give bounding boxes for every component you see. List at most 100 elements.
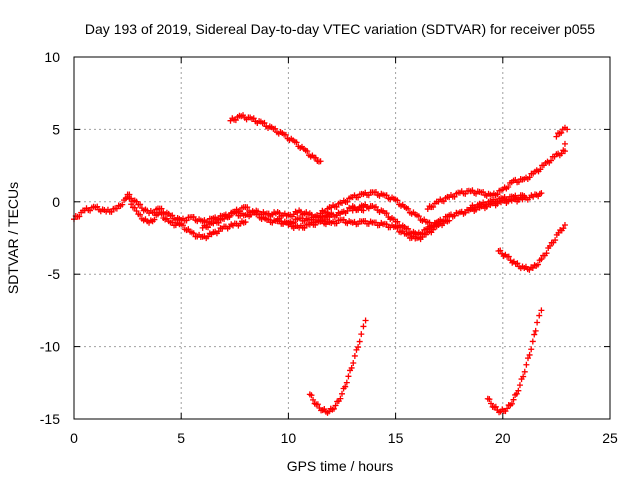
data-point xyxy=(358,331,365,338)
data-point xyxy=(446,217,453,224)
data-point xyxy=(383,192,390,199)
data-point xyxy=(394,218,401,225)
data-point xyxy=(332,402,339,409)
data-point xyxy=(255,211,262,218)
data-point xyxy=(561,221,568,228)
data-point xyxy=(510,396,517,403)
y-tick-label: 10 xyxy=(44,49,60,65)
data-marks xyxy=(71,112,571,416)
data-point xyxy=(272,125,279,132)
grid-lines xyxy=(74,57,610,419)
axis-ticks: 0 5 10 15 20 25 -15 -10 -5 0 5 10 xyxy=(40,49,618,446)
y-tick-label: 5 xyxy=(52,121,60,137)
x-tick-label: 10 xyxy=(281,430,297,446)
x-axis-label: GPS time / hours xyxy=(287,458,394,474)
data-point xyxy=(333,220,340,227)
data-point xyxy=(94,203,101,210)
data-point xyxy=(108,208,115,215)
data-point xyxy=(344,207,351,214)
data-point xyxy=(355,206,362,213)
x-tick-label: 0 xyxy=(70,430,78,446)
data-point xyxy=(536,312,543,319)
data-point xyxy=(526,174,533,181)
data-point xyxy=(558,129,565,136)
data-point xyxy=(360,323,367,330)
data-point xyxy=(190,213,197,220)
data-point xyxy=(504,405,511,412)
data-point xyxy=(119,201,126,208)
series-arc-8 xyxy=(467,192,528,211)
series-arc-11 xyxy=(561,140,568,147)
data-point xyxy=(480,189,487,196)
data-point xyxy=(516,382,523,389)
data-point xyxy=(308,392,315,399)
data-point xyxy=(312,154,319,161)
data-point xyxy=(339,390,345,397)
data-point xyxy=(133,207,140,214)
data-point xyxy=(344,198,351,205)
data-point xyxy=(151,209,158,216)
y-axis-label: SDTVAR / TECUs xyxy=(5,182,21,294)
data-point xyxy=(529,338,536,345)
data-point xyxy=(232,117,239,124)
data-point xyxy=(242,219,249,226)
data-point xyxy=(137,201,144,208)
data-point xyxy=(205,224,211,231)
data-point xyxy=(293,139,300,146)
data-point xyxy=(343,379,350,386)
data-point xyxy=(534,261,541,268)
data-point xyxy=(543,250,550,257)
data-point xyxy=(322,209,329,216)
y-tick-label: -15 xyxy=(40,411,60,427)
data-point xyxy=(553,133,560,140)
data-point xyxy=(237,208,244,215)
data-point xyxy=(430,204,437,211)
data-point xyxy=(131,204,138,211)
data-point xyxy=(561,140,568,147)
data-point xyxy=(546,242,553,249)
data-point xyxy=(351,352,358,359)
data-point xyxy=(508,400,515,407)
data-point xyxy=(514,260,521,267)
data-point xyxy=(532,327,539,334)
data-point xyxy=(552,237,559,244)
x-tick-label: 15 xyxy=(388,430,404,446)
x-tick-label: 25 xyxy=(602,430,618,446)
data-point xyxy=(520,373,527,380)
series-arc-10 xyxy=(553,124,571,140)
data-point xyxy=(537,166,544,173)
data-point xyxy=(486,396,493,403)
data-point xyxy=(330,405,337,412)
data-point xyxy=(561,148,568,155)
data-point xyxy=(355,194,362,201)
data-point xyxy=(405,205,412,212)
data-point xyxy=(515,387,522,394)
data-point xyxy=(87,207,94,214)
plot-frame xyxy=(73,56,611,420)
data-point xyxy=(261,119,268,126)
data-point xyxy=(348,364,355,371)
y-tick-label: -5 xyxy=(48,266,61,282)
data-point xyxy=(151,216,158,223)
y-tick-label: 0 xyxy=(52,194,60,210)
data-point xyxy=(521,193,528,200)
data-point xyxy=(190,230,197,237)
data-point xyxy=(372,203,379,210)
data-point xyxy=(345,373,352,380)
data-point xyxy=(244,204,251,211)
data-point xyxy=(488,400,495,407)
data-point xyxy=(531,331,538,338)
chart-title: Day 193 of 2019, Sidereal Day-to-day VTE… xyxy=(85,21,595,37)
data-point xyxy=(126,191,133,198)
data-point xyxy=(394,197,401,204)
data-point xyxy=(137,211,144,218)
data-point xyxy=(158,205,165,212)
series-arc-13 xyxy=(306,317,369,416)
data-point xyxy=(226,214,233,221)
data-point xyxy=(505,184,512,190)
data-point xyxy=(419,230,426,237)
x-tick-label: 5 xyxy=(177,430,185,446)
data-point xyxy=(538,307,545,314)
series-arc-14 xyxy=(484,307,545,416)
data-point xyxy=(524,355,531,362)
